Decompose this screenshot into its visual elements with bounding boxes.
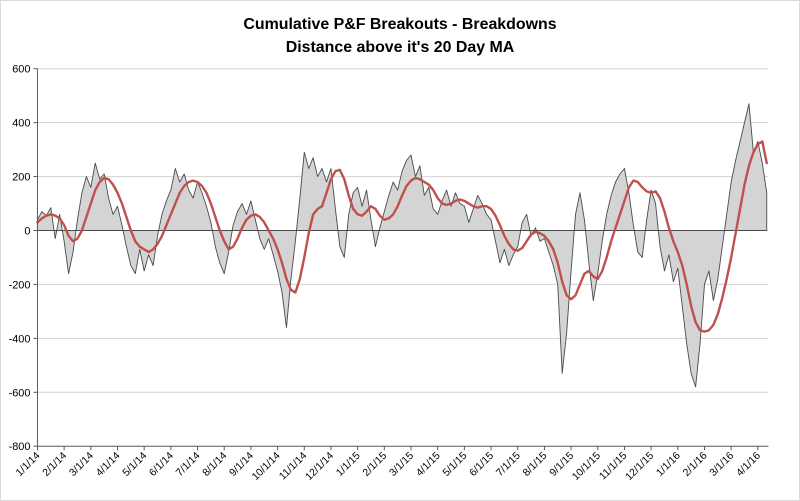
- ma-line-path: [36, 140, 768, 333]
- x-tick-label: 4/1/14: [94, 450, 122, 478]
- x-tick-label: 8/1/14: [201, 450, 229, 478]
- axes: [36, 68, 769, 447]
- x-tick-label: 1/1/15: [334, 450, 362, 478]
- x-tick-label: 2/1/14: [41, 450, 69, 478]
- x-tick-label: 11/1/15: [598, 450, 630, 482]
- x-tick-label: 12/1/14: [304, 450, 337, 483]
- x-tick-label: 10/1/15: [571, 450, 604, 483]
- x-tick-label: 8/1/15: [521, 450, 549, 478]
- x-tick-label: 7/1/14: [174, 450, 202, 478]
- y-tick-label: 0: [24, 225, 30, 237]
- y-tick-label: 600: [12, 64, 30, 76]
- x-tick-label: 1/1/14: [14, 450, 42, 478]
- y-tick-label: -200: [9, 279, 31, 291]
- chart-title: Cumulative P&F Breakouts - Breakdowns: [243, 16, 556, 33]
- x-tick-label: 10/1/14: [250, 450, 283, 483]
- ma-line-series: [36, 140, 768, 333]
- x-tick-label: 11/1/14: [278, 450, 310, 482]
- x-tick-label: 6/1/14: [148, 450, 176, 478]
- area-series: [37, 103, 768, 388]
- x-tick-label: 2/1/15: [361, 450, 389, 478]
- x-tick-label: 3/1/16: [708, 450, 736, 478]
- x-tick-label: 5/1/15: [441, 450, 469, 478]
- x-tick-label: 6/1/15: [468, 450, 496, 478]
- y-tick-label: 400: [12, 118, 30, 130]
- x-axis-labels: 1/1/142/1/143/1/144/1/145/1/146/1/147/1/…: [14, 450, 763, 483]
- x-tick-label: 2/1/16: [681, 450, 709, 478]
- x-tick-label: 4/1/15: [414, 450, 442, 478]
- y-tick-label: -400: [9, 333, 31, 345]
- x-tick-label: 5/1/14: [121, 450, 149, 478]
- breakouts-area-path: [37, 103, 768, 388]
- chart-subtitle: Distance above it's 20 Day MA: [286, 39, 515, 56]
- y-tick-label: -600: [9, 387, 31, 399]
- x-tick-label: 4/1/16: [735, 450, 763, 478]
- x-tick-label: 3/1/14: [68, 450, 96, 478]
- axis-ticks: [33, 68, 759, 451]
- y-tick-label: -800: [9, 441, 31, 453]
- x-tick-label: 7/1/15: [495, 450, 523, 478]
- x-tick-label: 1/1/16: [655, 450, 683, 478]
- x-tick-label: 3/1/15: [388, 450, 416, 478]
- x-tick-label: 12/1/15: [624, 450, 657, 483]
- y-tick-label: 200: [12, 172, 30, 184]
- y-axis-labels: 600 400 200 0 -200 -400 -600 -800: [9, 64, 31, 453]
